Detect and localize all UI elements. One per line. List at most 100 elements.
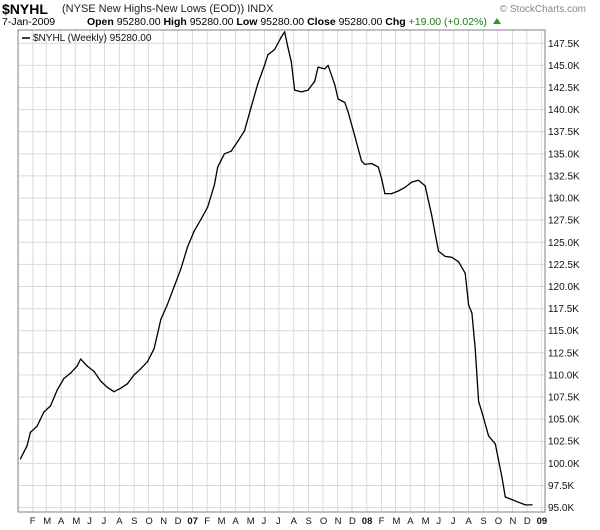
data-point <box>80 358 82 360</box>
data-point <box>207 206 209 208</box>
data-point <box>481 411 483 413</box>
y-tick-label: 117.5K <box>548 304 579 315</box>
y-axis-ticks: 95.0K 97.5K 100.0K 102.5K 105.0K 107.5K 110.0K… <box>548 39 580 514</box>
y-tick-label: 102.5K <box>548 437 580 448</box>
x-tick-label: A <box>58 516 65 527</box>
data-point <box>364 163 366 165</box>
x-tick-label: N <box>510 516 517 527</box>
data-point <box>153 347 155 349</box>
data-point <box>257 83 259 85</box>
data-point <box>200 218 202 220</box>
y-tick-label: 122.5K <box>548 260 580 271</box>
data-point <box>263 64 266 66</box>
data-point <box>93 370 95 372</box>
data-point <box>120 387 122 389</box>
x-tick-label: 09 <box>537 516 548 527</box>
y-tick-label: 115.0K <box>548 326 579 337</box>
grid <box>18 30 545 512</box>
data-point <box>290 61 292 63</box>
x-tick-label: A <box>232 516 239 527</box>
data-point <box>404 186 406 188</box>
x-tick-label: A <box>116 516 123 527</box>
data-point <box>86 365 88 367</box>
data-point <box>488 435 490 437</box>
x-tick-label: J <box>451 516 456 527</box>
data-point <box>494 443 496 445</box>
low-label: Low <box>236 16 258 28</box>
y-tick-label: 147.5K <box>548 39 580 50</box>
data-point <box>193 230 195 232</box>
data-point <box>70 372 72 374</box>
high-value: 95280.00 <box>189 16 234 28</box>
data-point <box>354 135 356 137</box>
y-tick-label: 112.5K <box>548 348 579 359</box>
data-point <box>431 215 433 217</box>
data-point <box>531 504 533 506</box>
y-tick-label: 140.0K <box>548 105 580 116</box>
x-tick-label: M <box>72 516 80 527</box>
x-axis-ticks: F M A M J J A S O N D 07 F M A M J J A S O N D 08 F M A M J J A S O N D 09 <box>30 516 547 527</box>
y-tick-label: 135.0K <box>548 149 580 160</box>
data-point <box>464 272 466 274</box>
x-tick-label: N <box>335 516 342 527</box>
chg-label: Chg <box>385 16 406 28</box>
x-tick-label: F <box>204 516 210 527</box>
y-tick-label: 105.0K <box>548 415 580 426</box>
x-tick-label: A <box>407 516 414 527</box>
y-tick-label: 130.0K <box>548 194 580 205</box>
data-point <box>140 368 142 370</box>
up-triangle-icon <box>492 18 501 24</box>
data-point <box>478 400 480 402</box>
data-point <box>411 181 413 183</box>
x-tick-label: O <box>145 516 152 527</box>
data-point <box>250 106 252 108</box>
data-point <box>180 268 182 270</box>
data-point <box>437 250 440 252</box>
data-point <box>56 389 58 391</box>
data-point <box>49 405 52 407</box>
data-point <box>26 445 28 447</box>
y-tick-label: 110.0K <box>548 370 579 381</box>
data-point <box>267 54 269 56</box>
x-tick-label: J <box>262 516 267 527</box>
data-point <box>424 185 426 187</box>
x-tick-label: J <box>87 516 92 527</box>
x-tick-label: 07 <box>187 516 198 527</box>
x-tick-label: S <box>305 516 311 527</box>
y-tick-label: 142.5K <box>548 83 580 94</box>
quote-date: 7-Jan-2009 <box>2 16 56 28</box>
data-point <box>397 190 399 192</box>
data-point <box>63 377 65 380</box>
data-point <box>126 383 128 385</box>
x-tick-label: M <box>247 516 255 527</box>
data-point <box>371 162 373 165</box>
data-point <box>36 425 38 427</box>
data-point <box>100 380 102 382</box>
data-point <box>29 431 31 433</box>
data-point <box>287 47 289 49</box>
close-label: Close <box>307 16 336 28</box>
data-point <box>113 391 115 393</box>
data-point <box>173 285 175 288</box>
x-tick-label: F <box>30 516 36 527</box>
chg-value: +19.00 (+0.02%) <box>408 16 487 28</box>
data-point <box>471 312 473 314</box>
data-point <box>314 80 316 82</box>
data-point <box>230 150 232 152</box>
data-point <box>457 261 460 263</box>
data-point <box>524 504 527 506</box>
data-point <box>327 64 329 66</box>
data-point <box>501 476 503 479</box>
y-tick-label: 97.5K <box>548 481 574 492</box>
x-tick-label: J <box>436 516 441 527</box>
x-tick-label: N <box>160 516 167 527</box>
data-point <box>474 347 476 349</box>
data-point <box>160 318 162 320</box>
data-point <box>317 66 319 68</box>
series-layer <box>19 31 533 506</box>
data-point <box>344 101 346 104</box>
data-point <box>391 193 393 195</box>
data-point <box>76 365 78 367</box>
x-tick-label: M <box>43 516 51 527</box>
